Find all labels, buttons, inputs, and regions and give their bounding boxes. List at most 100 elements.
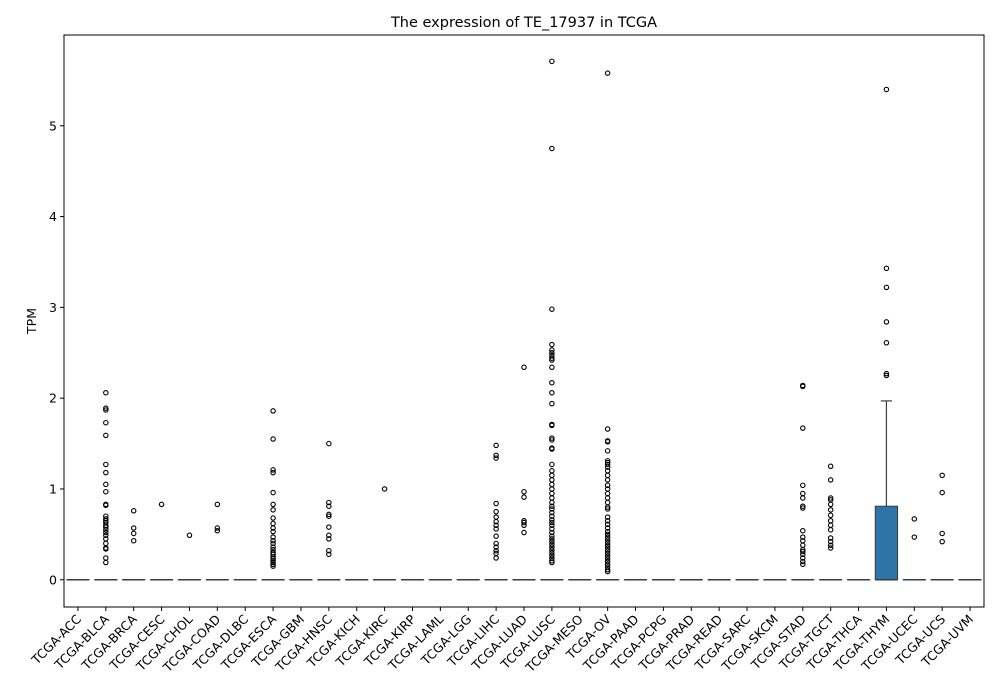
outlier-point (800, 534, 806, 540)
outlier-point (270, 489, 276, 496)
outlier-point (549, 379, 555, 386)
outlier-point (103, 389, 109, 396)
outlier-point (549, 389, 555, 396)
outlier-point (130, 508, 137, 514)
outlier-point (493, 547, 499, 554)
outlier-point (827, 538, 834, 545)
outlier-point (883, 370, 890, 377)
outlier-point (214, 527, 221, 534)
outlier-point (604, 539, 611, 546)
outlier-point (939, 530, 945, 537)
outlier-point (549, 364, 555, 371)
outlier-point (521, 488, 527, 495)
outlier-point (549, 536, 555, 542)
outlier-point (800, 505, 806, 511)
outlier-point (883, 284, 890, 291)
outlier-point (827, 477, 834, 483)
outlier-point (939, 538, 945, 545)
plot-area-frame (63, 34, 985, 608)
outlier-point (827, 542, 834, 549)
outlier-point (326, 513, 332, 519)
outlier-point (270, 540, 276, 547)
outlier-point (604, 517, 611, 524)
outlier-point (604, 568, 611, 575)
outlier-point (103, 532, 109, 539)
outlier-point (911, 516, 918, 522)
outlier-point (270, 408, 276, 414)
outlier-point (549, 552, 555, 558)
outlier-point (604, 556, 611, 562)
outlier-point (549, 400, 555, 407)
outlier-point (549, 526, 555, 532)
outlier-point (827, 545, 834, 551)
outlier-point (939, 472, 945, 479)
outlier-point (549, 357, 555, 363)
outlier-point (549, 549, 555, 556)
outlier-point (270, 534, 276, 540)
outlier-point (270, 467, 276, 473)
outlier-point (270, 557, 276, 564)
outlier-point (103, 407, 109, 413)
outlier-point (827, 495, 834, 501)
outlier-point (549, 58, 555, 65)
outlier-point (103, 529, 109, 536)
outlier-point (604, 506, 611, 512)
outlier-point (800, 425, 806, 431)
outlier-point (493, 500, 499, 507)
outlier-point (270, 436, 276, 442)
outlier-point (604, 525, 611, 531)
outlier-point (521, 494, 527, 500)
outlier-point (604, 464, 611, 470)
y-tick-label: 0 (49, 572, 57, 587)
outlier-point (103, 461, 109, 468)
outlier-point (549, 509, 555, 516)
outlier-point (604, 534, 611, 540)
y-tick-label: 4 (49, 209, 57, 224)
outlier-point (800, 561, 806, 568)
y-tick-label: 3 (49, 300, 57, 315)
outlier-point (493, 518, 499, 525)
outlier-point (130, 530, 137, 537)
outlier-point (103, 432, 109, 439)
outlier-point (604, 567, 611, 573)
outlier-point (493, 540, 499, 547)
outlier-point (883, 86, 890, 93)
chart-title: The expression of TE_17937 in TCGA (390, 15, 657, 31)
outlier-point (911, 534, 918, 540)
outlier-point (103, 481, 109, 488)
outlier-point (604, 477, 611, 483)
outlier-point (549, 422, 555, 429)
outlier-point (800, 555, 806, 561)
outlier-point (604, 482, 611, 489)
outlier-point (326, 536, 332, 542)
outlier-point (103, 527, 109, 533)
outlier-point (604, 448, 611, 454)
outlier-point (549, 446, 555, 452)
outlier-point (827, 463, 834, 470)
y-axis-ticks: 0 1 2 3 4 5 (49, 118, 64, 587)
outlier-point (103, 516, 109, 522)
outlier-point (883, 340, 890, 346)
outlier-point (549, 506, 555, 512)
outlier-point (549, 533, 555, 539)
outlier-point (549, 538, 555, 545)
outlier-point (549, 347, 555, 353)
outlier-point (326, 551, 332, 558)
outlier-point (549, 461, 555, 468)
y-tick-label: 1 (49, 481, 57, 496)
outlier-point (604, 426, 611, 432)
outlier-point (270, 559, 276, 566)
outlier-point (604, 528, 611, 535)
outlier-point (214, 501, 221, 508)
box (874, 505, 899, 581)
outlier-point (800, 383, 806, 390)
outlier-point (326, 532, 332, 539)
outlier-point (883, 265, 890, 272)
outlier-point (800, 527, 806, 534)
outlier-point (103, 524, 109, 530)
y-axis-label: TPM (24, 308, 39, 335)
outlier-point (827, 507, 834, 513)
outlier-point (800, 558, 806, 565)
outlier-point (326, 524, 332, 530)
outlier-point (103, 502, 109, 509)
